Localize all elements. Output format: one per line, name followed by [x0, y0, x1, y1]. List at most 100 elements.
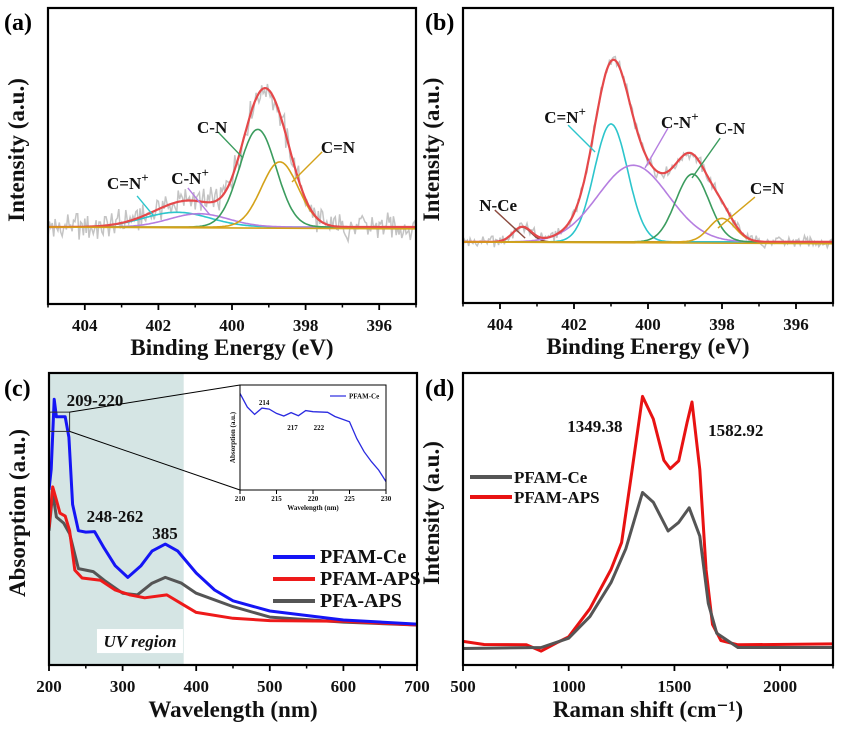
x-tick-label: 500: [257, 677, 283, 696]
annotation-leader-line: [187, 187, 211, 216]
inset-peak-annotation: 222: [314, 424, 325, 432]
x-tick-label: 398: [709, 315, 735, 334]
series-line-pfam-ce: [463, 491, 833, 650]
annotation-leader-line: [567, 124, 596, 153]
peak-annotation: C-N: [197, 118, 228, 137]
annotation-leader-line: [494, 209, 526, 239]
x-tick-label: 500: [450, 677, 476, 696]
peak-annotation: C-N+: [171, 165, 209, 188]
x-tick-label: 230: [381, 495, 392, 503]
uv-region-label: UV region: [104, 632, 177, 651]
plot-area: [48, 83, 416, 244]
y-axis-title: Intensity (a.u.): [419, 441, 444, 585]
inset-x-axis-title: Wavelength (nm): [287, 504, 339, 512]
legend-label: PFAM-Ce: [320, 546, 406, 568]
series-line-pfam-aps: [463, 394, 833, 653]
x-tick-label: 225: [344, 495, 355, 503]
x-axis-title: Binding Energy (eV): [130, 335, 333, 360]
inset-chart: PFAM-Ce 214 217 222 210 215 220 225 230 Wavelengt…: [229, 384, 392, 512]
x-tick-label: 2000: [763, 677, 797, 696]
uv-region-shade: [49, 373, 184, 665]
x-tick-label: 210: [235, 495, 246, 503]
background-line: [463, 241, 833, 245]
plot-frame: [46, 6, 418, 306]
fit-envelope-line: [48, 86, 416, 229]
peak-annotation: 1582.92: [708, 421, 763, 440]
peak-annotation: N-Ce: [479, 196, 517, 215]
plot-frame: [461, 371, 835, 667]
peak-annotation: C=N+: [544, 104, 586, 127]
x-axis-title: Binding Energy (eV): [546, 334, 749, 359]
x-tick-label: 402: [146, 316, 172, 335]
x-axis-title: Raman shift (cm⁻¹): [553, 697, 743, 722]
inset-series-line: [239, 393, 387, 482]
panel-c: UV region209-220248-262385PFAM-CePFAM-AP…: [4, 371, 430, 722]
x-tick-label: 400: [635, 315, 661, 334]
plot-area: [463, 55, 833, 250]
annotation-leader-line: [644, 127, 669, 169]
x-tick-label: 398: [293, 316, 319, 335]
x-tick-label: 396: [366, 316, 392, 335]
panel-b: N-Ce C=N+ C-N+ C-N C=N 404 402 400 398 396 Binding…: [419, 6, 835, 359]
zoom-connector-line: [69, 384, 241, 413]
fit-envelope-line: [463, 58, 833, 243]
raw-spectrum-line: [48, 83, 416, 244]
peak-annotation: 209-220: [67, 391, 124, 410]
legend-label: PFAM-APS: [514, 488, 600, 507]
panel-a: C=N+ C-N+ C-N C=N 404 402 400 398 396 Binding Ene…: [4, 6, 418, 360]
x-tick-label: 220: [308, 495, 319, 503]
x-tick-label: 404: [487, 315, 513, 334]
panel-label: (a): [4, 10, 32, 36]
legend-label: PFAM-Ce: [514, 468, 588, 487]
x-tick-label: 1000: [552, 677, 586, 696]
x-tick-label: 300: [110, 677, 136, 696]
panel-label: (c): [4, 376, 31, 402]
annotation-leader-line: [217, 131, 244, 159]
inset-peak-annotation: 214: [259, 399, 270, 407]
inset-peak-annotation: 217: [287, 424, 298, 432]
x-tick-label: 400: [219, 316, 245, 335]
x-tick-label: 396: [783, 315, 809, 334]
x-tick-label: 402: [561, 315, 587, 334]
x-tick-label: 1500: [657, 677, 691, 696]
legend-label: PFA-APS: [320, 590, 402, 612]
peak-annotation: C-N: [715, 119, 746, 138]
plot-frame: [461, 6, 835, 305]
zoom-connector-line: [69, 430, 241, 491]
uv-region-label-box: [96, 629, 183, 654]
plot-area: [49, 373, 417, 665]
x-tick-label: 200: [36, 677, 62, 696]
series-line-pfam-aps: [49, 485, 417, 627]
inset-legend-label: PFAM-Ce: [349, 393, 379, 401]
annotation-leader-line: [136, 195, 154, 216]
x-tick-label: 215: [271, 495, 282, 503]
plot-area: [463, 394, 833, 653]
x-tick-label: 600: [331, 677, 357, 696]
x-tick-label: 700: [404, 677, 430, 696]
panel-label: (d): [425, 376, 454, 402]
panel-label: (b): [425, 10, 454, 36]
y-axis-title: Absorption (a.u.): [5, 429, 30, 597]
series-line-pfam-ce: [49, 397, 417, 626]
peak-annotation: C=N+: [107, 170, 149, 193]
peak-annotation: C=N: [750, 179, 785, 198]
annotation-leader-line: [717, 196, 756, 229]
peak-annotation: C-N+: [661, 109, 699, 132]
raw-spectrum-line: [463, 55, 833, 250]
x-tick-label: 404: [72, 316, 98, 335]
legend-label: PFAM-APS: [320, 568, 421, 590]
background-line: [48, 226, 416, 230]
peak-annotation: 1349.38: [567, 417, 622, 436]
inset-y-axis-title: Absorption (a.u.): [229, 411, 237, 463]
x-axis-title: Wavelength (nm): [148, 697, 317, 722]
y-axis-title: Intensity (a.u.): [4, 78, 29, 222]
peak-annotation: 385: [152, 524, 178, 543]
peak-annotation: C=N: [321, 138, 356, 157]
peak-annotation: 248-262: [87, 507, 144, 526]
annotation-leader-line: [291, 151, 323, 183]
annotation-leader-line: [691, 137, 721, 179]
